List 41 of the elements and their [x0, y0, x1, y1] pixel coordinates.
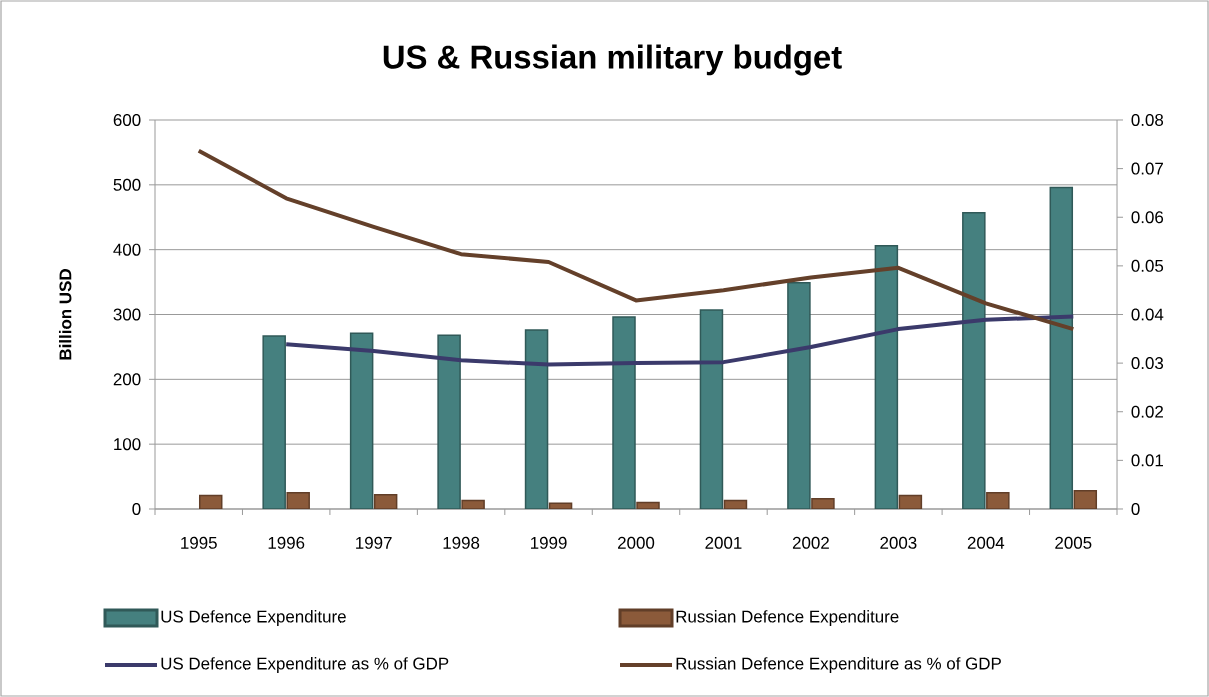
y2-tick-label: 0.01 [1131, 454, 1163, 467]
y2-tick-label: 0.02 [1131, 405, 1163, 418]
x-tick-label: 1998 [443, 536, 480, 549]
legend-label: US Defence Expenditure [161, 610, 346, 626]
y2-tick-label: 0.08 [1131, 114, 1164, 126]
x-tick-label: 2000 [618, 536, 655, 549]
x-tick-label: 2001 [705, 536, 742, 549]
y-tick-label: 500 [113, 178, 141, 191]
legend-label: Russian Defence Expenditure [676, 610, 899, 626]
x-tick-label: 1995 [181, 536, 217, 549]
x-tick-label: 2004 [967, 536, 1005, 549]
legend-label: Russian Defence Expenditure as % of GDP [676, 657, 1001, 673]
bar [874, 245, 899, 509]
x-tick-label: 1996 [268, 536, 305, 549]
y-tick-label: 200 [113, 373, 141, 386]
line-series [196, 148, 1076, 332]
bar [1049, 186, 1074, 509]
y-tick-label: 100 [114, 438, 141, 451]
x-tick-label: 2003 [880, 536, 917, 549]
y2-tick-label: 0.06 [1131, 211, 1164, 224]
legend-label: US Defence Expenditure as % of GDP [161, 657, 449, 673]
x-tick-label: 2005 [1055, 536, 1092, 549]
y-tick-label: 400 [113, 243, 141, 256]
y-axis-title: Billion USD [58, 269, 72, 360]
x-tick-label: 2002 [792, 536, 829, 549]
y-tick-label: 600 [113, 114, 141, 126]
y2-tick-label: 0 [1131, 503, 1140, 515]
y2-tick-label: 0.05 [1131, 259, 1164, 272]
y2-tick-label: 0.07 [1131, 162, 1163, 175]
bar [349, 332, 374, 509]
y2-tick-label: 0.03 [1131, 357, 1164, 370]
y2-tick-label: 0.04 [1131, 308, 1164, 321]
x-tick-label: 1999 [531, 536, 567, 549]
chart-title: US & Russian military budget [383, 44, 842, 76]
y-tick-label: 0 [132, 503, 141, 515]
line-series [284, 314, 1076, 367]
bar [699, 309, 724, 509]
bar [262, 335, 286, 509]
x-tick-label: 1997 [356, 536, 392, 549]
bar [524, 329, 549, 509]
y-tick-label: 300 [113, 308, 141, 321]
